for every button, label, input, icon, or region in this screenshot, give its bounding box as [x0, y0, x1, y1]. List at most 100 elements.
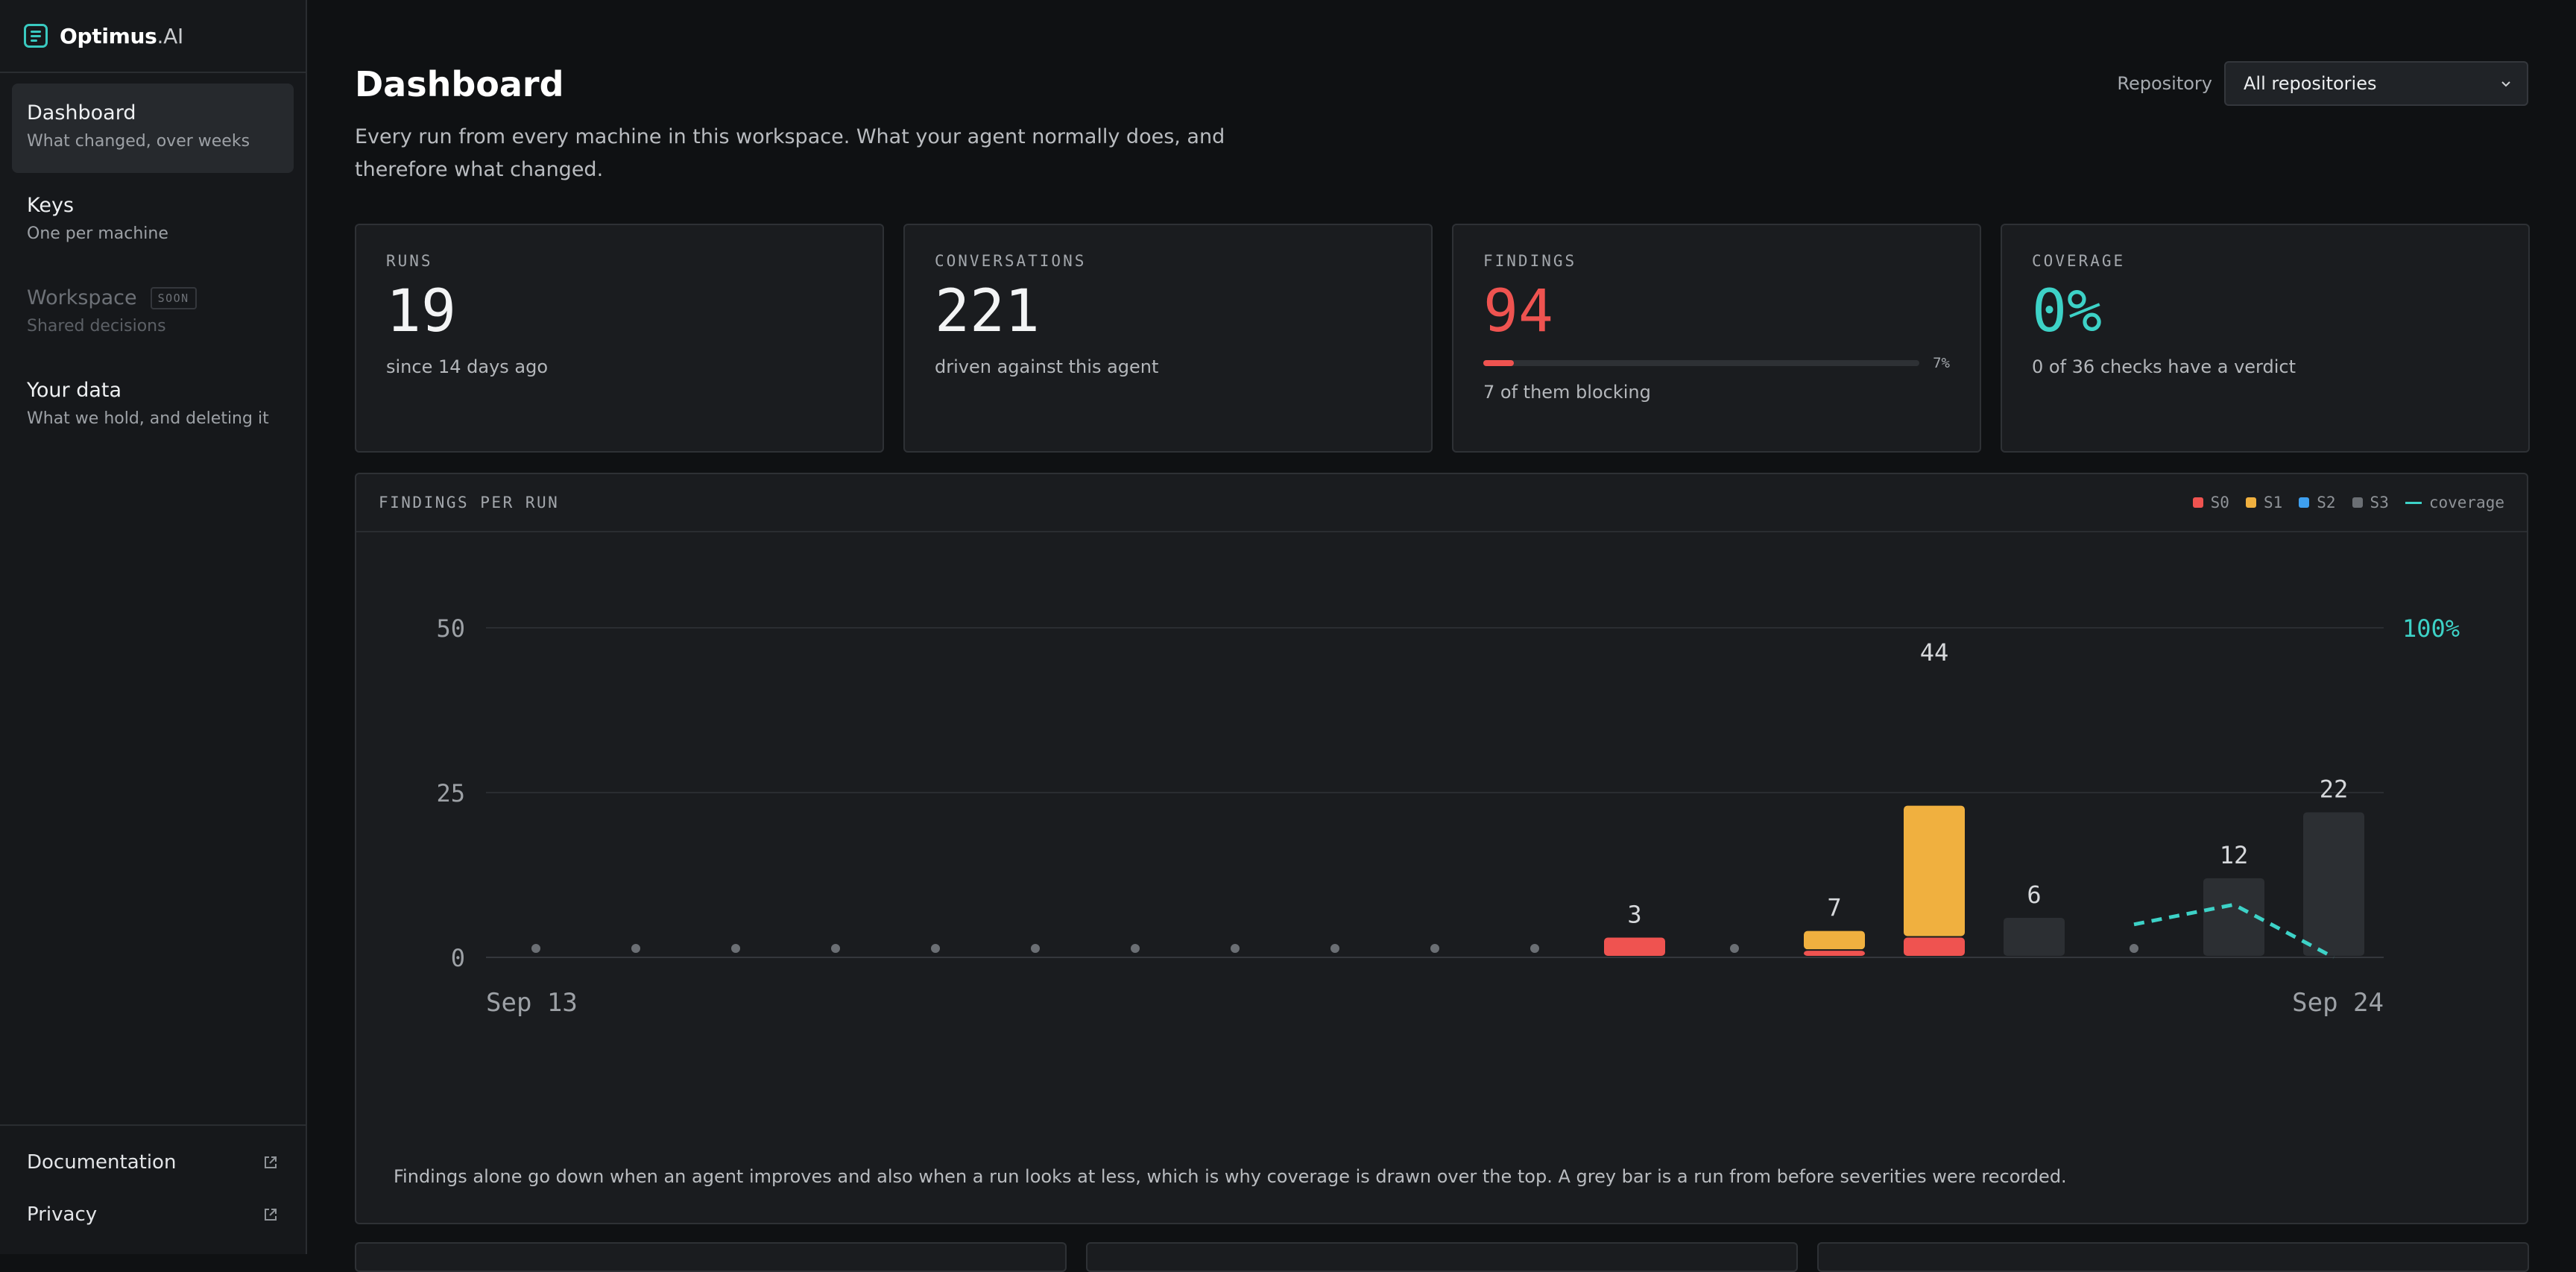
empty-run-dot — [1131, 944, 1140, 953]
empty-run-dot — [831, 944, 840, 953]
legend-item-s3: S3 — [2352, 494, 2389, 511]
soon-badge: SOON — [150, 286, 197, 309]
legend-label: S3 — [2370, 494, 2389, 511]
empty-run-dot — [631, 944, 640, 953]
bottom-card — [355, 1242, 1067, 1272]
brand[interactable]: Optimus.AI — [0, 0, 306, 73]
external-link-icon — [265, 1156, 277, 1168]
logo-icon — [24, 24, 48, 48]
bottom-cards — [355, 1242, 2529, 1272]
stat-value: 94 — [1483, 278, 1553, 345]
legend-item-s1: S1 — [2245, 494, 2283, 511]
empty-run-dot — [1031, 944, 1040, 953]
bar-segment-s3 — [2004, 917, 2065, 956]
chart-title: FINDINGS PER RUN — [379, 494, 560, 511]
main-content: Dashboard Every run from every machine i… — [309, 0, 2576, 1272]
empty-run-dot — [1330, 944, 1339, 953]
sidebar-item-title: Your data — [27, 379, 122, 402]
empty-run-dot — [1231, 944, 1240, 953]
sidebar-item-title: Keys — [27, 194, 75, 217]
legend-swatch — [2299, 497, 2310, 508]
sidebar-item-dashboard[interactable]: Dashboard What changed, over weeks — [12, 84, 294, 173]
stat-label: FINDINGS — [1483, 252, 1577, 270]
sidebar-footer: Documentation Privacy — [0, 1124, 306, 1254]
stat-label: RUNS — [386, 252, 433, 270]
bottom-card — [1817, 1242, 2529, 1272]
page-description: Every run from every machine in this wor… — [355, 125, 1225, 181]
legend-item-s2: S2 — [2299, 494, 2336, 511]
conversations-card: CONVERSATIONS 221 driven against this ag… — [903, 224, 1433, 453]
findings-chart: 0 25 50 100% 3 7 44 6 12 22 Sep 13 Sep 24 — [436, 614, 2460, 1018]
stat-subtext: driven against this agent — [935, 356, 1159, 377]
chart-header: FINDINGS PER RUN S0 S1 S2 S3 — [356, 474, 2527, 532]
legend-label: S1 — [2263, 494, 2283, 511]
bar-segment-s0 — [1804, 951, 1865, 956]
runs-card: RUNS 19 since 14 days ago — [355, 224, 884, 453]
repository-select[interactable]: All repositories — [2224, 61, 2528, 106]
blocking-progress: 7% — [1483, 355, 1950, 371]
legend-label: coverage — [2428, 494, 2504, 511]
external-link-icon — [265, 1209, 277, 1221]
stat-subtext: 7 of them blocking — [1483, 382, 1651, 403]
bar-segment-s0 — [1604, 937, 1665, 956]
legend-label: S2 — [2317, 494, 2336, 511]
sidebar-item-title: Dashboard — [27, 101, 136, 125]
bar-segment-s3 — [2303, 812, 2364, 956]
findings-chart-card: FINDINGS PER RUN S0 S1 S2 S3 — [355, 473, 2528, 1224]
empty-run-dot — [1730, 944, 1739, 953]
sidebar: Optimus.AI Dashboard What changed, over … — [0, 0, 307, 1254]
repository-filter: Repository All repositories — [2117, 61, 2528, 106]
bar-value-label: 44 — [1920, 638, 1949, 667]
brand-name: Optimus.AI — [60, 23, 183, 48]
legend-item-s0: S0 — [2192, 494, 2229, 511]
stat-value: 0% — [2032, 278, 2102, 345]
empty-run-dot — [1430, 944, 1439, 953]
coverage-axis-label: 100% — [2402, 614, 2460, 643]
bar-value-label: 6 — [2027, 881, 2041, 909]
bar-value-label: 7 — [1827, 894, 1841, 922]
privacy-label: Privacy — [27, 1203, 98, 1226]
bar-segment-s1 — [1804, 931, 1865, 950]
empty-run-dot — [2130, 944, 2138, 953]
legend-swatch — [2192, 497, 2203, 508]
y-tick-label: 25 — [436, 779, 465, 807]
y-tick-label: 50 — [436, 614, 465, 643]
legend-swatch — [2245, 497, 2256, 508]
stats-row: RUNS 19 since 14 days ago CONVERSATIONS … — [355, 224, 2530, 453]
progress-percent: 7% — [1933, 355, 1950, 371]
sidebar-item-subtitle: One per machine — [27, 224, 168, 243]
progress-track — [1483, 360, 1920, 366]
bar-segment-s1 — [1904, 805, 1965, 936]
x-start-label: Sep 13 — [486, 988, 578, 1018]
chart-footnote: Findings alone go down when an agent imp… — [394, 1166, 2067, 1187]
sidebar-item-workspace: Workspace SOON Shared decisions — [12, 268, 294, 358]
documentation-label: Documentation — [27, 1151, 177, 1174]
bar-value-label: 3 — [1627, 900, 1641, 928]
progress-fill — [1483, 360, 1514, 366]
bar-segment-s0 — [1904, 937, 1965, 956]
stat-label: CONVERSATIONS — [935, 252, 1087, 270]
y-tick-label: 0 — [451, 944, 465, 972]
empty-run-dot — [931, 944, 940, 953]
privacy-link[interactable]: Privacy — [12, 1188, 294, 1241]
stat-subtext: since 14 days ago — [386, 356, 549, 377]
legend-swatch — [2352, 497, 2363, 508]
sidebar-nav: Dashboard What changed, over weeks Keys … — [0, 73, 306, 464]
coverage-card: COVERAGE 0% 0 of 36 checks have a verdic… — [2001, 224, 2530, 453]
sidebar-item-subtitle: What we hold, and deleting it — [27, 409, 269, 428]
legend-line — [2405, 501, 2422, 504]
bottom-card — [1086, 1242, 1798, 1272]
repository-label: Repository — [2117, 73, 2212, 94]
documentation-link[interactable]: Documentation — [12, 1136, 294, 1188]
chevron-down-icon — [2501, 81, 2510, 87]
sidebar-item-your-data[interactable]: Your data What we hold, and deleting it — [12, 361, 294, 450]
findings-card: FINDINGS 94 7% 7 of them blocking — [1452, 224, 1981, 453]
sidebar-item-keys[interactable]: Keys One per machine — [12, 176, 294, 265]
sidebar-item-subtitle: What changed, over weeks — [27, 132, 250, 151]
page-title: Dashboard — [355, 64, 564, 104]
bar-value-label: 22 — [2320, 775, 2349, 804]
legend-item-coverage: coverage — [2405, 494, 2504, 511]
stat-value: 19 — [386, 278, 456, 345]
chart-legend: S0 S1 S2 S3 coverage — [2192, 494, 2504, 511]
x-end-label: Sep 24 — [2292, 988, 2384, 1018]
